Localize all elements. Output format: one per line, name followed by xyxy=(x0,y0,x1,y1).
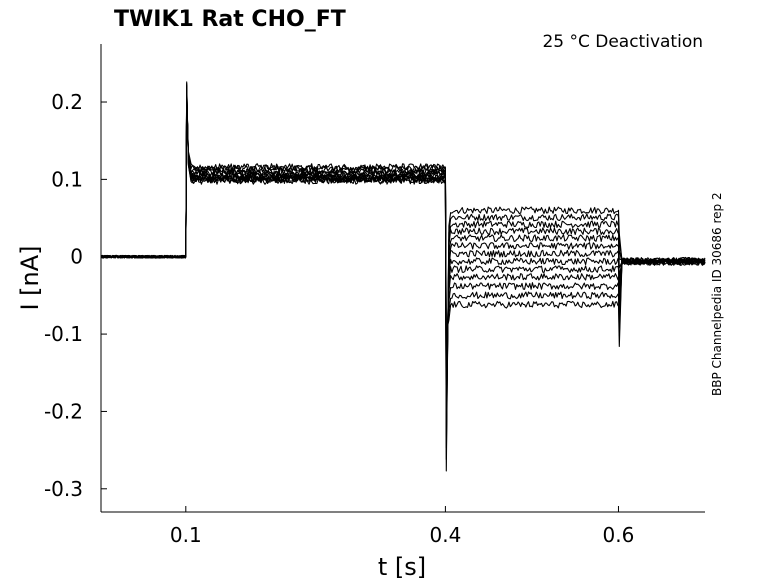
y-tick-label: -0.1 xyxy=(44,322,83,346)
current-trace xyxy=(100,84,706,449)
current-trace xyxy=(100,92,706,391)
chart-title: TWIK1 Rat CHO_FT xyxy=(114,7,346,32)
current-trace xyxy=(100,93,706,379)
axes: 0.1 0.4 0.6 0.2 0.1 0 -0.1 -0.2 -0.3 xyxy=(44,44,705,547)
plot-area xyxy=(100,81,706,472)
current-trace xyxy=(100,95,706,368)
condition-annotation: 25 °C Deactivation xyxy=(542,32,703,52)
y-tick-label: -0.3 xyxy=(44,477,83,501)
y-tick-label: 0 xyxy=(70,245,83,269)
x-tick-label: 0.1 xyxy=(170,523,202,547)
source-id-label: BBP Channelpedia ID 30686 rep 2 xyxy=(710,192,724,396)
current-trace xyxy=(100,99,706,348)
current-trace xyxy=(100,96,706,356)
current-trace xyxy=(100,90,706,402)
y-tick-label: 0.2 xyxy=(51,90,83,114)
y-axis-label: I [nA] xyxy=(16,245,44,310)
x-axis-label: t [s] xyxy=(378,553,426,581)
x-tick-label: 0.4 xyxy=(429,523,461,547)
x-tick-label: 0.6 xyxy=(603,523,635,547)
current-trace xyxy=(100,89,706,414)
y-tick-label: 0.1 xyxy=(51,167,83,191)
y-tick-label: -0.2 xyxy=(44,399,83,423)
